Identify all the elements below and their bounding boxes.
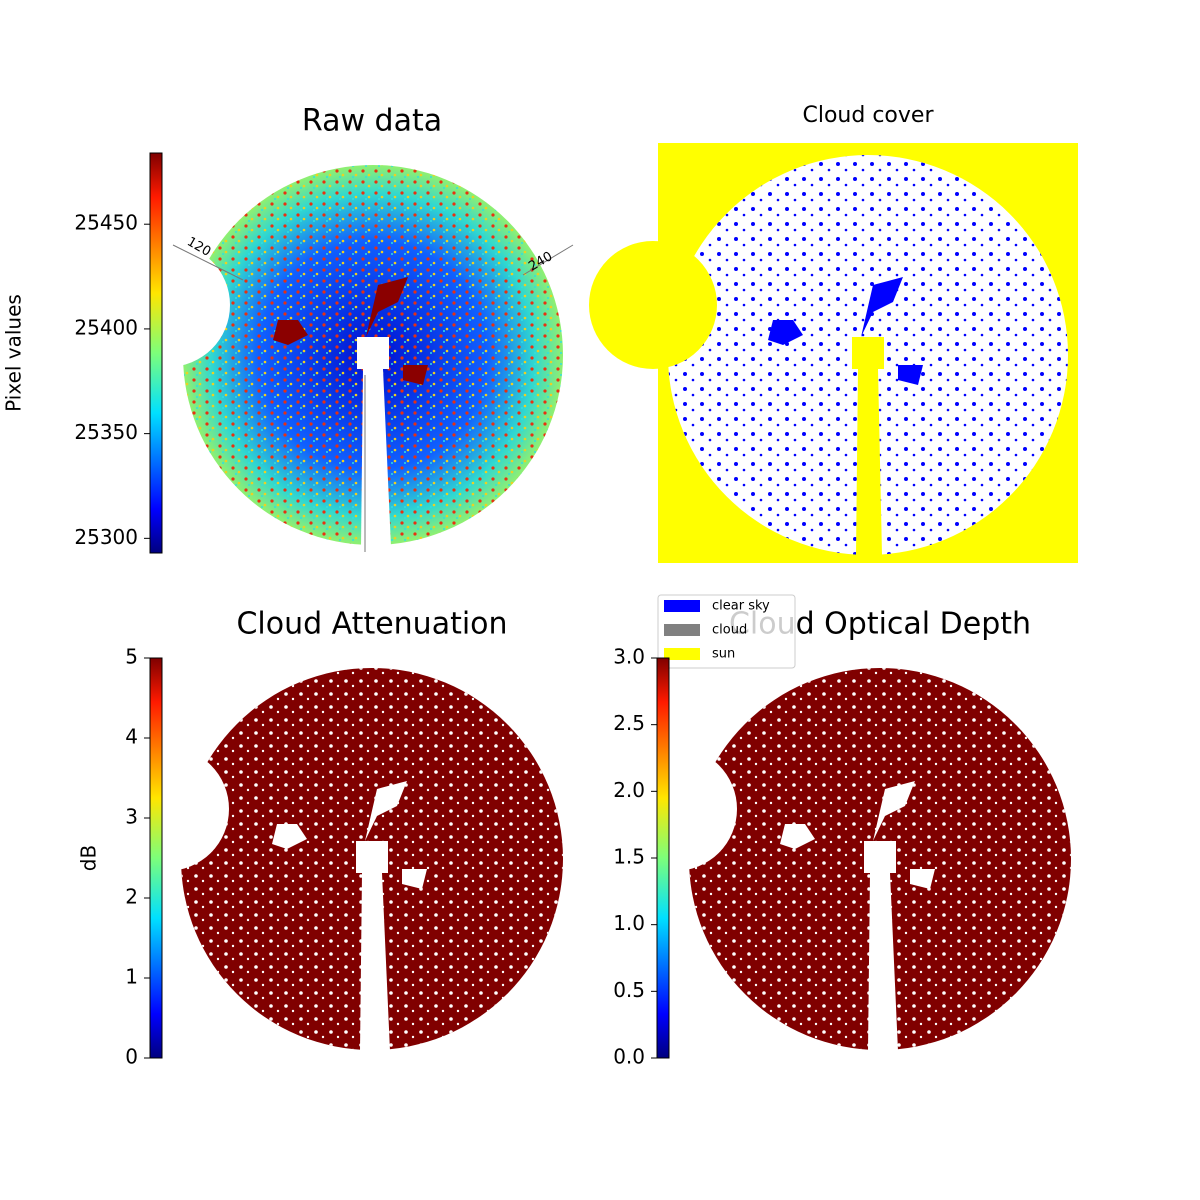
tick-label: 5 xyxy=(125,645,138,669)
tick-label: 0.5 xyxy=(613,978,645,1002)
attenuation-image xyxy=(105,668,563,1051)
tick-label: 2.5 xyxy=(613,711,645,735)
tick-label: 3.0 xyxy=(613,645,645,669)
colorbar-label: dB xyxy=(77,845,101,871)
legend-swatch xyxy=(664,648,700,660)
tick-label: 25300 xyxy=(74,525,138,549)
legend-label: cloud xyxy=(712,623,747,638)
tick-label: 1.0 xyxy=(613,911,645,935)
colorbar xyxy=(149,152,163,554)
tick-label: 4 xyxy=(125,725,138,749)
legend-label: clear sky xyxy=(712,599,770,614)
legend-swatch xyxy=(664,624,700,636)
tick-label: 25400 xyxy=(74,315,138,339)
legend-label: sun xyxy=(712,647,735,662)
colorbar xyxy=(656,657,670,1059)
tick-label: 1 xyxy=(125,965,138,989)
tick-label: 1.5 xyxy=(613,845,645,869)
tick-label: 0 xyxy=(125,1045,138,1069)
cloud-cover-image xyxy=(589,143,1078,563)
colorbar-label: Pixel values xyxy=(2,294,26,412)
tick-label: 0.0 xyxy=(613,1045,645,1069)
tick-label: 25450 xyxy=(74,211,138,235)
panel-title: Raw data xyxy=(302,104,442,139)
panel-title: Cloud Attenuation xyxy=(236,607,507,642)
legend-swatch xyxy=(664,600,700,612)
tick-label: 2.0 xyxy=(613,778,645,802)
optical-depth-image xyxy=(613,668,1071,1051)
tick-label: 2 xyxy=(125,885,138,909)
panel-title: Cloud cover xyxy=(803,103,935,128)
tick-label: 25350 xyxy=(74,420,138,444)
tick-label: 3 xyxy=(125,805,138,829)
colorbar xyxy=(149,657,163,1059)
raw-image xyxy=(106,165,574,552)
